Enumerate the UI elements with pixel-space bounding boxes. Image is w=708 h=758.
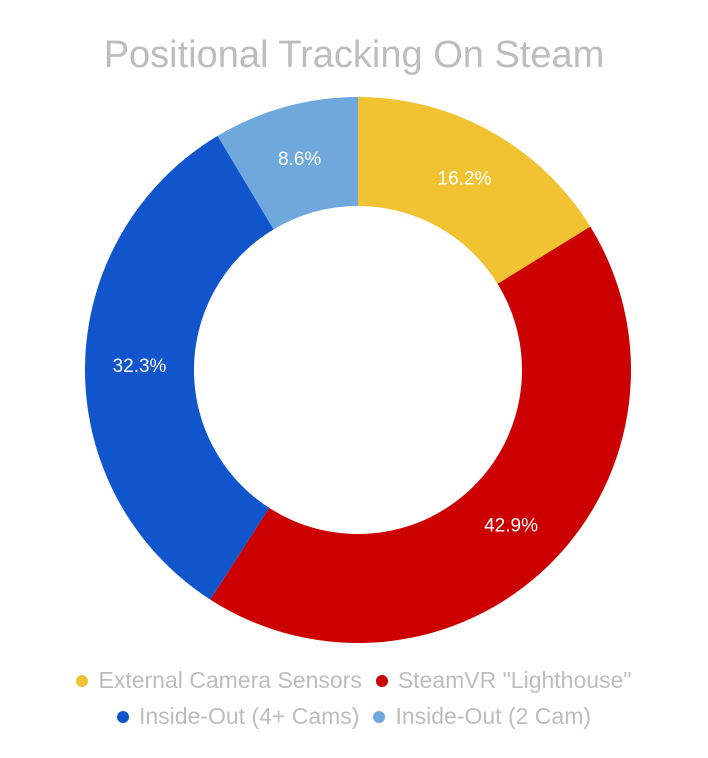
legend-row-2: Inside-Out (4+ Cams) Inside-Out (2 Cam) xyxy=(0,703,708,730)
legend-swatch-inside-out-4-cams xyxy=(116,710,129,723)
slice-inside-out-4-cams[interactable] xyxy=(84,135,274,600)
legend-item-external-camera-sensors[interactable]: External Camera Sensors xyxy=(76,667,362,694)
legend-swatch-external-camera-sensors xyxy=(76,674,89,687)
legend-item-steamvr-lighthouse[interactable]: SteamVR "Lighthouse" xyxy=(375,667,632,694)
slice-label-external-camera-sensors: 16.2% xyxy=(438,169,492,190)
slices-group xyxy=(84,97,631,643)
slice-label-inside-out-2-cam: 8.6% xyxy=(278,149,321,170)
legend-swatch-inside-out-2-cam xyxy=(373,710,386,723)
legend-label-inside-out-2-cam: Inside-Out (2 Cam) xyxy=(395,703,592,729)
legend-item-inside-out-2-cam[interactable]: Inside-Out (2 Cam) xyxy=(373,703,591,730)
labels-group: 16.2% 42.9% 32.3% 8.6% xyxy=(113,149,538,537)
slice-inside-out-2-cam[interactable] xyxy=(217,97,358,230)
chart-title: Positional Tracking On Steam xyxy=(103,34,605,76)
legend-label-inside-out-4-cams: Inside-Out (4+ Cams) xyxy=(138,703,360,729)
legend-swatch-steamvr-lighthouse xyxy=(375,674,388,687)
slice-label-inside-out-4-cams: 32.3% xyxy=(113,356,167,377)
legend-label-steamvr-lighthouse: SteamVR "Lighthouse" xyxy=(397,667,632,693)
legend-label-external-camera-sensors: External Camera Sensors xyxy=(98,667,362,693)
legend-row-1: External Camera Sensors SteamVR "Lightho… xyxy=(0,667,708,694)
slice-steamvr-lighthouse[interactable] xyxy=(210,226,631,643)
slice-label-steamvr-lighthouse: 42.9% xyxy=(484,515,538,536)
slice-external-camera-sensors[interactable] xyxy=(358,97,591,284)
legend-item-inside-out-4-cams[interactable]: Inside-Out (4+ Cams) xyxy=(116,703,360,730)
